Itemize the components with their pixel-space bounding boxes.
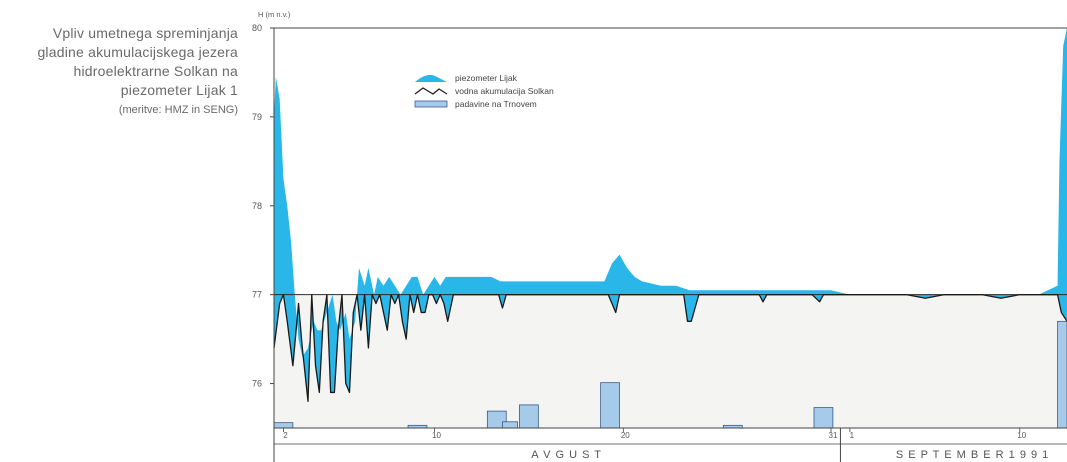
- x-tick-label-0: 2: [283, 431, 288, 440]
- y-tick-label-77: 77: [252, 290, 262, 300]
- chart-caption: Vpliv umetnega spreminjanja gladine akum…: [0, 24, 238, 118]
- precipitation-bar-0: [273, 422, 294, 429]
- caption-source: (meritve: HMZ in SENG): [118, 104, 238, 116]
- y-tick-label-78: 78: [252, 201, 262, 211]
- y-tick-label-79: 79: [252, 112, 262, 122]
- legend-swatch-piezometer: [415, 74, 447, 82]
- x-tick-label-5: 10: [1017, 431, 1026, 440]
- plot-background-lower: [274, 294, 1067, 428]
- legend-swatch-precipitation: [414, 100, 448, 108]
- y-axis-title: H (m n.v.): [258, 10, 291, 19]
- legend-label-2: padavine na Trnovem: [455, 99, 537, 109]
- x-tick-label-2: 20: [621, 431, 630, 440]
- caption-line-4: piezometer Lijak 1: [120, 82, 238, 98]
- month-label-1: S E P T E M B E R 1 9 9 1: [896, 449, 1049, 461]
- precipitation-bar-5: [600, 382, 620, 429]
- caption-line-1: Vpliv umetnega spreminjanja: [52, 25, 238, 41]
- month-label-0: A V G U S T: [531, 449, 602, 461]
- x-tick-label-3: 31: [829, 431, 838, 440]
- legend-label-1: vodna akumulacija Solkan: [455, 86, 554, 96]
- reservoir-line: [273, 294, 1067, 402]
- y-tick-label-80: 80: [252, 23, 262, 33]
- precipitation-bar-8: [1057, 320, 1067, 429]
- x-tick-label-4: 1: [850, 431, 855, 440]
- legend-swatch-reservoir: [414, 87, 448, 95]
- caption-line-2: gladine akumulacijskega jezera: [37, 44, 238, 60]
- precipitation-bar-3: [502, 421, 518, 429]
- x-tick-label-1: 10: [432, 431, 441, 440]
- y-tick-label-76: 76: [252, 379, 262, 389]
- precipitation-bar-4: [519, 404, 539, 429]
- caption-line-3: hidroelektrarne Solkan na: [73, 63, 238, 79]
- legend-label-0: piezometer Lijak: [455, 73, 518, 83]
- precipitation-bar-7: [813, 407, 834, 429]
